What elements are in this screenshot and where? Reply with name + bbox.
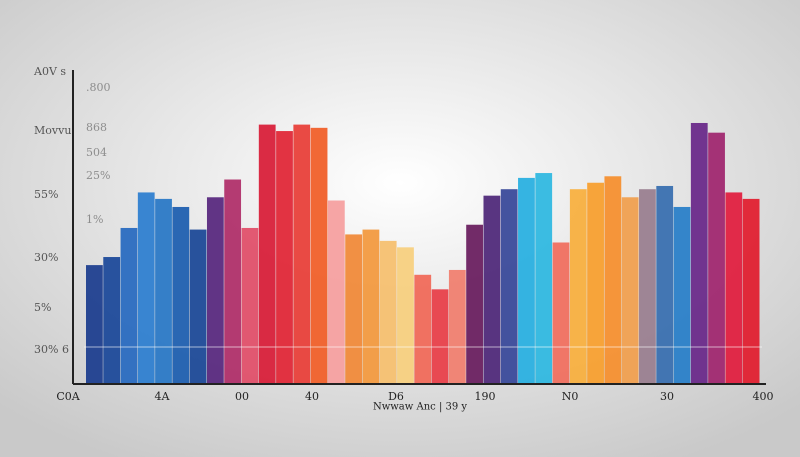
bar [587,182,604,383]
bar [293,124,311,383]
bar [708,132,725,383]
bar [258,124,276,383]
bar [690,122,708,384]
x-axis-label: Nwwaw Anc | 39 y [373,402,467,413]
bar [327,200,345,383]
bar [310,127,328,383]
bar [362,229,380,383]
bar [241,227,259,383]
bar [448,269,466,383]
bar [172,206,190,383]
x-tick-label: 4A [155,390,171,403]
x-tick-label: D6 [388,390,404,403]
y-tick-label: 5% [34,301,51,314]
bar [656,185,674,383]
x-tick-label: 00 [235,390,249,403]
x-tick-label: 400 [753,390,774,403]
x-tick-label: 30 [660,390,674,403]
y-tick-label: 30% 6 [34,343,69,356]
y-inner-label: .800 [86,81,111,94]
bar [414,274,432,383]
y-tick-label: Movvu [34,124,71,137]
bar [276,131,293,383]
x-tick-label: 190 [475,390,496,403]
bar [639,189,656,383]
bar [725,192,743,383]
bar [518,177,535,383]
bar [673,206,691,383]
bar [379,240,397,383]
bar [189,229,207,383]
bar [431,289,449,383]
bars [86,122,760,384]
x-tick-label: C0A [56,390,80,403]
y-inner-label: 868 [86,121,107,134]
y-inner-label: 25% [86,169,110,182]
x-tick-label: N0 [562,390,579,403]
bar [206,197,224,383]
bar [345,234,363,383]
bar [483,195,501,383]
y-inner-label: 504 [86,146,107,159]
bar [466,224,483,383]
bar [103,257,121,383]
bar [137,192,155,383]
bar [86,265,103,383]
y-inner-label: 1% [86,213,103,226]
bar [535,173,553,383]
y-tick-label: A0V s [33,65,66,78]
bar [155,198,172,383]
bar [500,189,518,383]
bar [224,179,242,383]
bar [604,176,622,383]
bar [120,227,138,383]
y-tick-label: 30% [34,251,58,264]
x-tick-label: 40 [305,390,319,403]
bar [552,242,570,383]
y-tick-label: 55% [34,188,58,201]
bar [569,189,587,383]
bar [742,198,760,383]
bar [621,197,639,383]
bar [397,247,414,383]
